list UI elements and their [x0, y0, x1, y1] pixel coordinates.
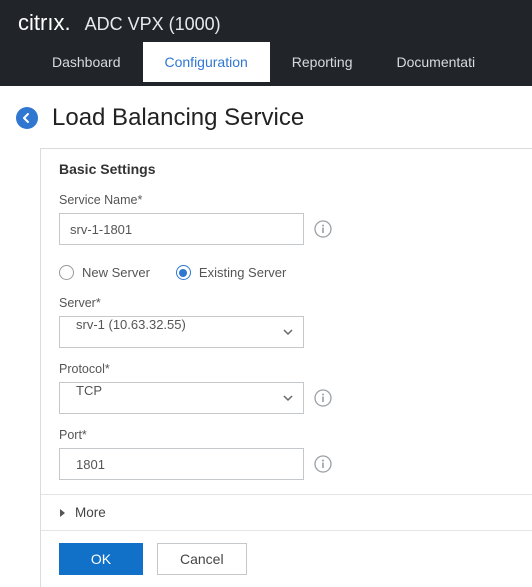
ok-button[interactable]: OK: [59, 543, 143, 575]
more-expander[interactable]: More: [41, 494, 532, 530]
tab-reporting[interactable]: Reporting: [270, 42, 375, 82]
protocol-field: Protocol* TCP: [41, 362, 532, 428]
tab-configuration[interactable]: Configuration: [143, 42, 270, 82]
select-value: srv-1 (10.63.32.55): [76, 317, 186, 332]
server-select[interactable]: srv-1 (10.63.32.55): [59, 316, 304, 348]
select-value: TCP: [76, 383, 102, 398]
tab-label: Documentati: [396, 54, 475, 70]
server-mode-radios: New Server Existing Server: [41, 259, 532, 296]
page-title: Load Balancing Service: [52, 104, 304, 132]
button-label: OK: [91, 551, 111, 567]
tab-dashboard[interactable]: Dashboard: [30, 42, 143, 82]
topbar: citrıx. ADC VPX (1000) Dashboard Configu…: [0, 0, 532, 86]
panel-title: Basic Settings: [41, 149, 532, 193]
brand-product: ADC VPX (1000): [85, 14, 221, 35]
radio-circle-icon: [59, 265, 74, 280]
button-row: OK Cancel: [41, 530, 532, 587]
port-field: Port*: [41, 428, 532, 494]
brand: citrıx. ADC VPX (1000): [0, 0, 532, 42]
back-button[interactable]: [16, 107, 38, 129]
radio-label: New Server: [82, 265, 150, 280]
field-label: Protocol*: [59, 362, 514, 376]
button-label: Cancel: [180, 551, 224, 567]
field-label: Port*: [59, 428, 514, 442]
field-label: Service Name*: [59, 193, 514, 207]
brand-logo: citrıx.: [18, 10, 71, 36]
cancel-button[interactable]: Cancel: [157, 543, 247, 575]
arrow-left-icon: [21, 112, 33, 124]
radio-existing-server[interactable]: Existing Server: [176, 265, 286, 280]
service-name-field: Service Name*: [41, 193, 532, 259]
tab-label: Dashboard: [52, 54, 121, 70]
info-icon[interactable]: [314, 389, 332, 407]
port-input[interactable]: [59, 448, 304, 480]
radio-circle-icon: [176, 265, 191, 280]
field-label: Server*: [59, 296, 514, 310]
caret-right-icon: [59, 508, 67, 518]
nav-tabs: Dashboard Configuration Reporting Docume…: [0, 42, 532, 82]
info-icon[interactable]: [314, 455, 332, 473]
tab-label: Configuration: [165, 54, 248, 70]
page: Load Balancing Service Basic Settings Se…: [0, 86, 532, 587]
info-icon[interactable]: [314, 220, 332, 238]
page-header: Load Balancing Service: [10, 104, 532, 132]
radio-new-server[interactable]: New Server: [59, 265, 150, 280]
radio-label: Existing Server: [199, 265, 286, 280]
basic-settings-panel: Basic Settings Service Name* New Server …: [40, 148, 532, 587]
server-field: Server* srv-1 (10.63.32.55): [41, 296, 532, 362]
more-label: More: [75, 505, 106, 520]
tab-label: Reporting: [292, 54, 353, 70]
service-name-input[interactable]: [59, 213, 304, 245]
protocol-select[interactable]: TCP: [59, 382, 304, 414]
tab-documentation[interactable]: Documentati: [374, 42, 497, 82]
